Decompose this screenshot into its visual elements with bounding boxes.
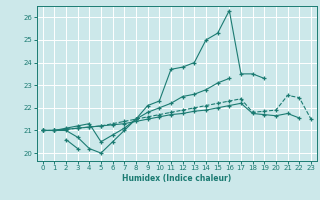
X-axis label: Humidex (Indice chaleur): Humidex (Indice chaleur) (122, 174, 231, 183)
